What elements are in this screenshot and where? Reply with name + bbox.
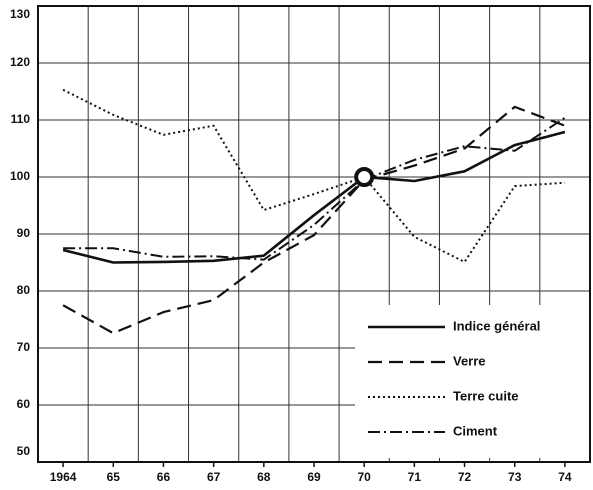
- legend-label: Indice général: [453, 318, 540, 333]
- x-tick-label: 65: [107, 470, 121, 484]
- line-series: [62, 105, 566, 335]
- y-tick-label: 60: [17, 397, 31, 411]
- y-tick-label: 110: [11, 112, 31, 126]
- y-tick-label: 80: [17, 283, 31, 297]
- legend-label: Verre: [453, 353, 486, 368]
- x-tick-label: 72: [458, 470, 472, 484]
- x-tick-label: 74: [558, 470, 572, 484]
- y-tick-label: 130: [10, 7, 30, 21]
- y-tick-label: 120: [10, 55, 30, 69]
- y-tick-label: 100: [10, 169, 30, 183]
- x-tick-label: 1964: [50, 470, 77, 484]
- x-tick-label: 66: [157, 470, 171, 484]
- line-series: [62, 130, 566, 264]
- x-tick-label: 69: [307, 470, 321, 484]
- y-tick-label: 90: [17, 226, 31, 240]
- y-tick-label: 70: [17, 340, 31, 354]
- legend: Indice général Verre Terre cuite Ciment: [355, 305, 589, 458]
- x-tick-label: 68: [257, 470, 271, 484]
- highlight-ring: [354, 167, 375, 187]
- y-tick-label: 50: [17, 444, 31, 458]
- x-tick-label: 67: [207, 470, 221, 484]
- legend-label: Ciment: [453, 423, 498, 438]
- line-series: [62, 88, 565, 263]
- legend-label: Terre cuite: [453, 388, 519, 403]
- x-tick-label: 70: [358, 470, 372, 484]
- x-tick-label: 71: [408, 470, 422, 484]
- x-tick-label: 73: [508, 470, 522, 484]
